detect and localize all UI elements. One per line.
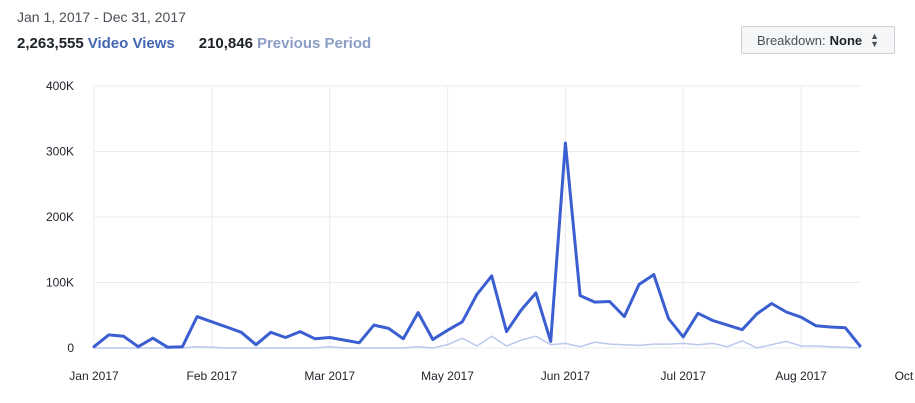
x-tick-label: Oct 2017: [895, 369, 915, 383]
summary: 2,263,555 Video Views 210,846 Previous Peri…: [17, 35, 371, 52]
y-tick-label: 100K: [46, 276, 74, 290]
y-tick-label: 200K: [46, 210, 74, 224]
x-tick-label: Jan 2017: [69, 369, 119, 383]
previous-period-line: [94, 335, 861, 349]
breakdown-select[interactable]: Breakdown: None ▲ ▼: [741, 26, 895, 54]
video-views-legend[interactable]: Video Views: [87, 35, 175, 52]
previous-period-legend[interactable]: Previous Period: [256, 35, 372, 52]
x-tick-label: Jul 2017: [661, 369, 707, 383]
sort-arrows-icon: ▲ ▼: [870, 31, 880, 49]
breakdown-label: Breakdown:: [756, 32, 826, 48]
y-tick-label: 0: [67, 341, 74, 355]
x-tick-label: Jun 2017: [541, 369, 591, 383]
y-tick-label: 400K: [46, 79, 74, 93]
breakdown-value: None: [829, 32, 863, 48]
y-tick-label: 300K: [46, 145, 74, 159]
date-range: Jan 1, 2017 - Dec 31, 2017: [17, 9, 186, 25]
x-tick-label: Feb 2017: [186, 369, 237, 383]
x-tick-label: Aug 2017: [775, 369, 827, 383]
video-views-line: [92, 141, 862, 349]
x-tick-label: Mar 2017: [304, 369, 355, 383]
x-tick-label: May 2017: [421, 369, 474, 383]
previous-period-value: 210,846: [198, 35, 253, 52]
total-views-value: 2,263,555: [17, 35, 84, 52]
